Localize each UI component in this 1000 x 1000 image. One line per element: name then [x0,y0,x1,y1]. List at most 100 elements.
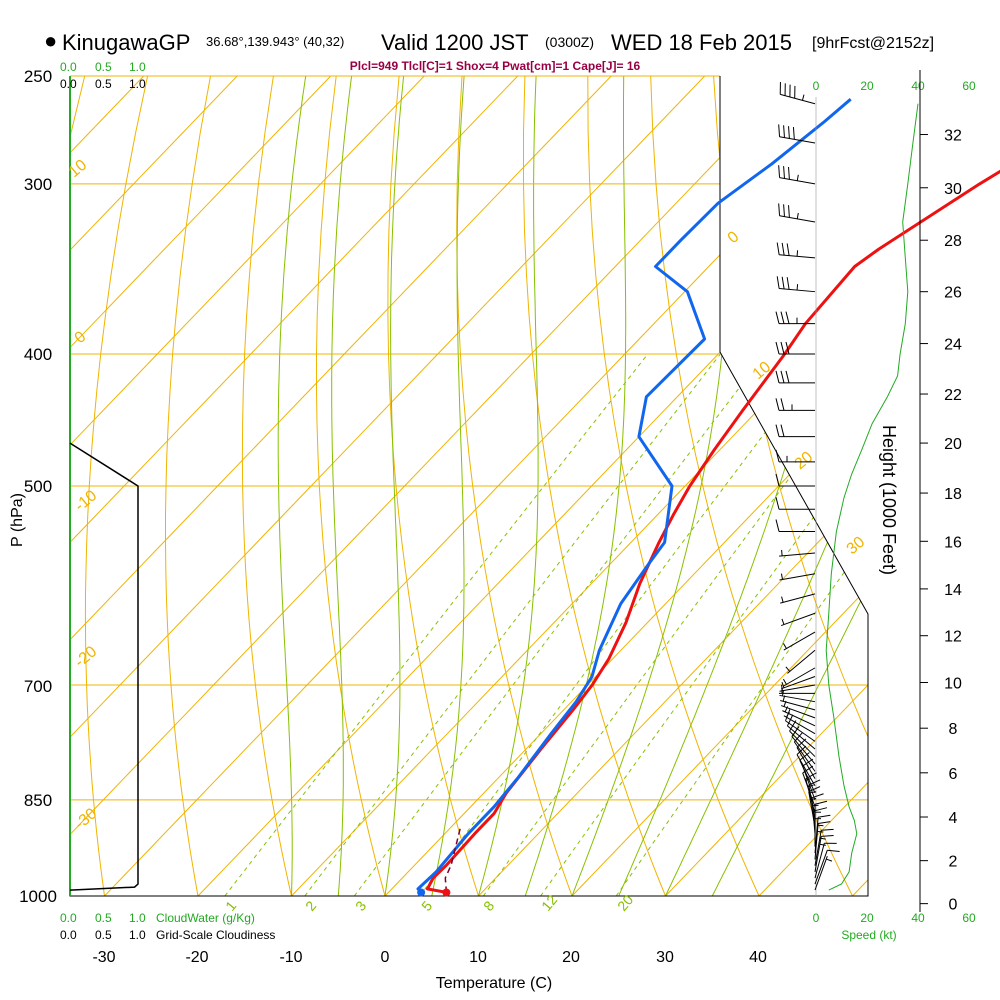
cloudiness-top-tick: 0.5 [95,77,112,91]
surface-dewpoint-point [417,888,426,897]
height-tick-label: 8 [949,721,958,738]
wind-barb [775,341,815,355]
wind-barb [814,849,840,885]
wind-top-tick: 20 [860,79,874,93]
wind-barb [775,449,815,463]
cloudwater-label: CloudWater (g/Kg) [156,911,255,925]
height-tick-label: 20 [944,436,962,453]
dry-adiabat-line [587,76,760,896]
station-name: KinugawaGP [62,30,190,55]
x-tick-label: 40 [749,949,767,966]
mixing-ratio-label: 8 [480,898,497,914]
mixing-ratio-label: 3 [352,898,369,914]
dry-adiabat-label: 30 [844,534,869,559]
height-tick-label: 2 [949,854,958,871]
wind-barb [814,828,834,866]
height-axis-title: Height (1000 Feet) [879,425,899,575]
cloudwater-top-tick: 0.0 [60,60,77,74]
p-tick-label: 850 [24,791,52,810]
dry-adiabat-line [241,76,292,896]
p-tick-label: 700 [24,677,52,696]
p-tick-label: 1000 [19,887,57,906]
dry-adiabat-line [387,76,479,896]
x-tick-label: 20 [562,949,580,966]
wind-bottom-tick: 60 [962,911,976,925]
x-tick-label: -20 [185,949,208,966]
wind-speed-label: Speed (kt) [841,928,896,942]
mixing-ratio-line [482,353,868,896]
isotherm-line [478,76,868,896]
mixing-ratio-label: 5 [418,898,435,914]
x-tick-label: 30 [656,949,674,966]
isotherm-line [70,76,425,896]
x-tick-label: 0 [381,949,390,966]
cloudiness-top-tick: 1.0 [129,77,146,91]
wind-barb [796,745,816,787]
dry-adiabat-line [523,76,666,896]
wind-barb [814,835,834,872]
p-tick-label: 500 [24,477,52,496]
wind-barb [775,370,815,384]
wind-barb [814,821,831,860]
wind-top-tick: 60 [962,79,976,93]
isotherm-line [70,76,612,896]
isotherm-line [104,76,868,896]
moist-adiabat-line [384,76,405,896]
wind-speed-profile [825,103,919,891]
dry-adiabat-label: 0 [72,328,90,347]
isotherm-line [384,76,868,896]
x-axis-title: Temperature (C) [436,975,552,992]
wind-barb [786,714,816,750]
height-tick-label: 14 [944,582,962,599]
wind-barb [781,612,816,627]
moist-adiabat-line [431,76,465,896]
mixing-ratio-line [419,353,825,896]
isotherm-line [70,76,519,896]
wind-barb [779,549,816,557]
height-tick-label: 24 [944,337,962,354]
dry-adiabat-label: -20 [72,643,101,671]
wind-barb [779,573,816,581]
valid-date: WED 18 Feb 2015 [611,30,792,55]
height-tick-label: 4 [949,810,958,827]
wind-bottom-tick: 20 [860,911,874,925]
wind-barb [814,856,833,891]
height-tick-label: 28 [944,233,962,250]
x-tick-label: -10 [279,949,302,966]
cloudwater-top-tick: 0.5 [95,60,112,74]
height-tick-label: 32 [944,128,962,145]
wind-barb [776,276,816,293]
height-tick-label: 6 [949,766,958,783]
mixing-ratio-line [224,353,649,896]
wind-barb [779,82,816,105]
x-tick-label: 10 [469,949,487,966]
p-tick-label: 250 [24,67,52,86]
wind-barb [775,497,815,510]
isotherm-line [758,76,868,896]
isotherm-line [70,76,799,896]
wind-top-tick: 40 [911,79,925,93]
wind-barb [775,398,815,411]
wind-barb [775,311,815,325]
dry-adiabat-label: 0 [725,228,743,247]
wind-barb [778,124,816,144]
isotherm-line [571,76,868,896]
moist-adiabat-line [331,76,353,896]
moist-adiabat-line [524,76,627,896]
surface-temperature-point [442,888,451,897]
wind-barb [785,649,816,674]
wind-barb [779,684,816,692]
valid-time: Valid 1200 JST [381,30,529,55]
dry-adiabat-line [456,76,573,896]
wind-barb [778,165,816,185]
mixing-ratio-line [615,353,868,896]
height-tick-label: 12 [944,629,962,646]
wind-barb [814,814,831,854]
height-tick-label: 16 [944,534,962,551]
isotherm-line [665,76,868,896]
height-tick-label: 18 [944,486,962,503]
isotherm-line [70,76,706,896]
dewpoint-profile [416,98,852,894]
cloudiness-bottom-tick: 1.0 [129,928,146,942]
x-tick-label: -30 [92,949,115,966]
